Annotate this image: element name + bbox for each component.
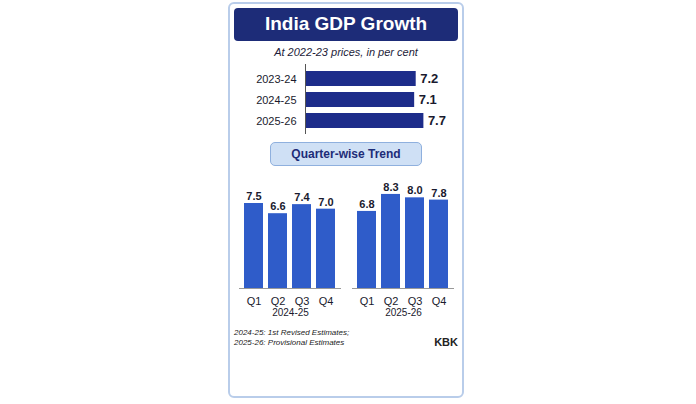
html-text:At 2022-23 prices, in per cent: At 2022-23 prices, in per cent [274,46,418,58]
svg-text:2025-26: 2025-26 [256,115,296,127]
svg-text:7.1: 7.1 [419,92,437,107]
svg-text:2024-25: 2024-25 [272,307,309,318]
svg-text:6.6: 6.6 [270,200,285,212]
svg-text:7.7: 7.7 [428,113,446,128]
svg-text:Q2: Q2 [271,295,286,307]
svg-text:7.4: 7.4 [294,191,310,203]
html-text:India GDP Growth: India GDP Growth [264,13,428,34]
svg-text:Q4: Q4 [432,295,447,307]
svg-text:2023-24: 2023-24 [256,73,296,85]
svg-text:6.8: 6.8 [359,198,374,210]
svg-text:7.5: 7.5 [246,190,261,202]
html-text:KBK: KBK [434,336,458,348]
svg-text:8.3: 8.3 [383,181,398,193]
svg-text:2024-25: 2024-25 [256,94,296,106]
html-text:Quarter-wise Trend: Quarter-wise Trend [291,147,401,161]
svg-text:Q2: Q2 [384,295,399,307]
svg-text:Q3: Q3 [408,295,423,307]
svg-text:7.2: 7.2 [420,71,438,86]
svg-text:7.0: 7.0 [318,196,333,208]
svg-text:Q4: Q4 [319,295,334,307]
svg-text:Q3: Q3 [295,295,310,307]
svg-text:Q1: Q1 [360,295,375,307]
svg-text:8.0: 8.0 [407,184,422,196]
html-text:2024-25: 1st Revised Estimates: 2024-25: 1st Revised Estimates; [234,328,350,337]
svg-text:7.8: 7.8 [431,187,446,199]
svg-text:Q1: Q1 [247,295,262,307]
svg-text:2025-26: 2025-26 [385,307,422,318]
html-text:2025-26: Provisional Estimates: 2025-26: Provisional Estimates [234,338,345,347]
